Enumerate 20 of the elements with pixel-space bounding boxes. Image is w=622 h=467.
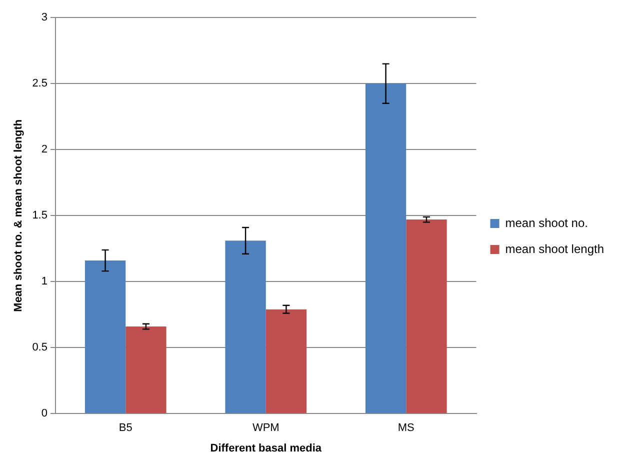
y-axis-title: Mean shoot no. & mean shoot length bbox=[12, 119, 25, 312]
bar bbox=[266, 309, 307, 414]
bar bbox=[365, 84, 406, 414]
y-tick-label: 1.5 bbox=[32, 210, 48, 222]
x-axis-title: Different basal media bbox=[210, 442, 322, 454]
x-tick-label: MS bbox=[398, 422, 414, 434]
y-tick-label: 3 bbox=[41, 12, 48, 24]
bar bbox=[126, 326, 166, 414]
bar bbox=[406, 220, 447, 414]
legend-label: mean shoot length bbox=[505, 242, 604, 256]
bar bbox=[225, 240, 266, 414]
y-tick-label: 2.5 bbox=[32, 78, 48, 90]
bar bbox=[84, 260, 126, 414]
x-tick-label: B5 bbox=[118, 422, 132, 434]
y-tick-label: 0 bbox=[41, 408, 48, 420]
y-tick-label: 1 bbox=[41, 276, 48, 288]
legend-label: mean shoot no. bbox=[505, 216, 588, 230]
y-tick-label: 0.5 bbox=[32, 342, 48, 354]
y-tick-label: 2 bbox=[41, 144, 48, 156]
x-tick-label: WPM bbox=[252, 422, 280, 434]
